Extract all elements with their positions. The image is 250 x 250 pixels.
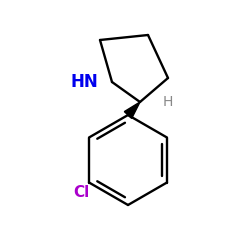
Polygon shape [124, 102, 140, 118]
Text: H: H [163, 95, 173, 109]
Text: Cl: Cl [73, 185, 89, 200]
Text: HN: HN [70, 73, 98, 91]
